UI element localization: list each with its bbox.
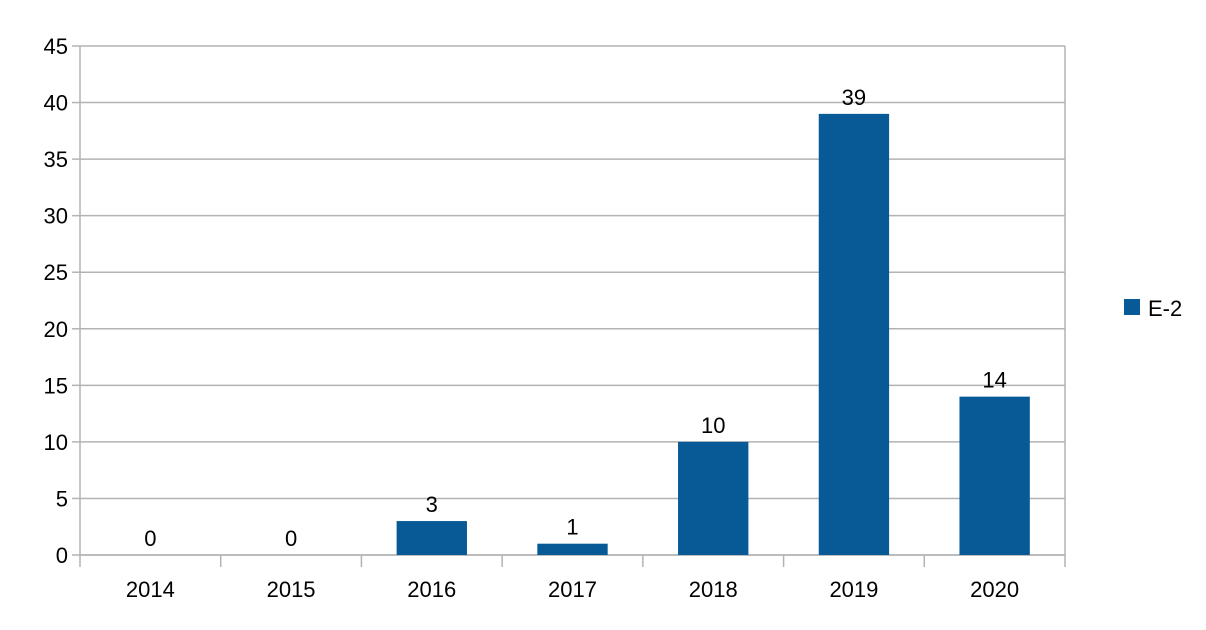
y-tick-label: 5 (56, 486, 68, 511)
x-tick-label-2018: 2018 (689, 577, 738, 602)
grid-lines (80, 45, 1066, 556)
y-tick-label: 40 (44, 91, 68, 116)
data-label-2017: 1 (566, 515, 578, 540)
y-tick-label: 10 (44, 430, 68, 455)
data-label-2019: 39 (842, 85, 866, 110)
bars (396, 113, 1030, 555)
bar-2019 (818, 113, 890, 555)
data-label-2016: 3 (426, 492, 438, 517)
data-label-2014: 0 (144, 526, 156, 551)
data-labels: 0 0 3 1 10 39 14 (144, 85, 1007, 551)
x-tick-label-2020: 2020 (970, 577, 1019, 602)
legend-swatch-e-2 (1124, 299, 1140, 315)
data-label-2020: 14 (982, 368, 1006, 393)
x-tick-label-2019: 2019 (829, 577, 878, 602)
legend-label-e-2: E-2 (1148, 296, 1182, 321)
x-tick-label-2014: 2014 (126, 577, 175, 602)
data-label-2018: 10 (701, 413, 725, 438)
y-tick-label: 35 (44, 147, 68, 172)
bar-2020 (959, 396, 1030, 555)
y-tick-label: 20 (44, 317, 68, 342)
bar-2018 (678, 441, 749, 555)
y-tick-label: 25 (44, 260, 68, 285)
y-tick-label: 15 (44, 373, 68, 398)
x-tick-label-2017: 2017 (548, 577, 597, 602)
x-tick-label-2015: 2015 (267, 577, 316, 602)
y-tick-label: 45 (44, 34, 68, 59)
x-tick-label-2016: 2016 (407, 577, 456, 602)
y-tick-label: 0 (56, 543, 68, 568)
data-label-2015: 0 (285, 526, 297, 551)
bar-2017 (537, 543, 608, 555)
bar-2016 (396, 521, 467, 555)
y-tick-label: 30 (44, 204, 68, 229)
legend: E-2 (1124, 296, 1182, 321)
